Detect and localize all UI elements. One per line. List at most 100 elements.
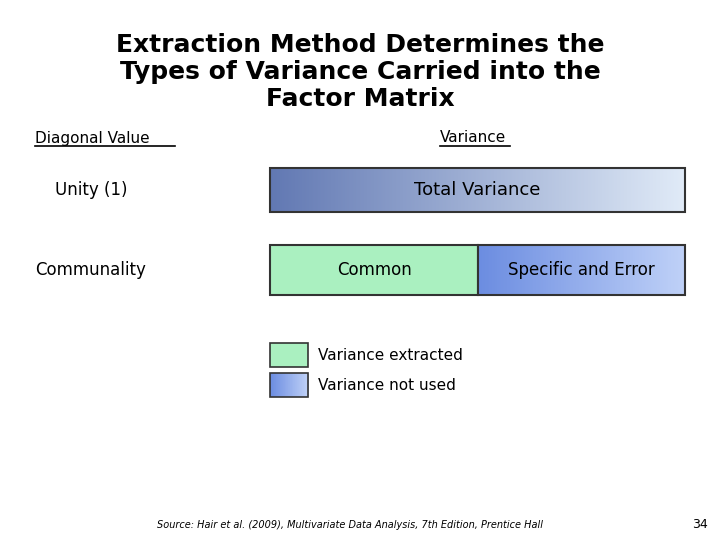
- Bar: [606, 245, 608, 295]
- Bar: [345, 168, 347, 212]
- Bar: [603, 168, 606, 212]
- Bar: [498, 245, 500, 295]
- Bar: [280, 373, 282, 397]
- Bar: [346, 168, 348, 212]
- Bar: [299, 168, 301, 212]
- Bar: [650, 168, 652, 212]
- Bar: [422, 168, 424, 212]
- Bar: [437, 168, 440, 212]
- Bar: [438, 168, 441, 212]
- Bar: [624, 168, 626, 212]
- Bar: [681, 245, 683, 295]
- Bar: [627, 168, 629, 212]
- Bar: [620, 168, 622, 212]
- Bar: [487, 245, 490, 295]
- Bar: [377, 168, 379, 212]
- Bar: [560, 168, 563, 212]
- Bar: [323, 168, 325, 212]
- Bar: [635, 168, 637, 212]
- Bar: [605, 245, 607, 295]
- Bar: [369, 168, 372, 212]
- Bar: [527, 168, 529, 212]
- Bar: [654, 245, 657, 295]
- Bar: [281, 373, 282, 397]
- Bar: [486, 245, 488, 295]
- Bar: [509, 168, 511, 212]
- Bar: [306, 373, 307, 397]
- Bar: [557, 168, 559, 212]
- Bar: [487, 168, 490, 212]
- Bar: [623, 168, 625, 212]
- Bar: [617, 245, 619, 295]
- Bar: [652, 245, 654, 295]
- Bar: [534, 168, 536, 212]
- Bar: [648, 245, 650, 295]
- Bar: [492, 168, 495, 212]
- Bar: [282, 373, 283, 397]
- Bar: [513, 245, 515, 295]
- Bar: [639, 168, 642, 212]
- Bar: [335, 168, 337, 212]
- Bar: [518, 168, 520, 212]
- Bar: [580, 168, 582, 212]
- Bar: [417, 168, 419, 212]
- Bar: [639, 245, 642, 295]
- Bar: [276, 168, 278, 212]
- Bar: [598, 168, 600, 212]
- Bar: [678, 168, 680, 212]
- Bar: [649, 168, 651, 212]
- Bar: [662, 245, 664, 295]
- Bar: [599, 168, 601, 212]
- Bar: [570, 168, 572, 212]
- Bar: [594, 245, 596, 295]
- Bar: [596, 168, 598, 212]
- Bar: [511, 245, 513, 295]
- Bar: [588, 168, 590, 212]
- Bar: [472, 168, 474, 212]
- Bar: [302, 373, 303, 397]
- Bar: [507, 168, 509, 212]
- Bar: [474, 168, 477, 212]
- Bar: [539, 168, 541, 212]
- Bar: [297, 168, 299, 212]
- Bar: [467, 168, 469, 212]
- Bar: [522, 245, 524, 295]
- Bar: [291, 373, 292, 397]
- Bar: [294, 168, 296, 212]
- Bar: [597, 245, 599, 295]
- Bar: [462, 168, 464, 212]
- Bar: [674, 168, 676, 212]
- Bar: [292, 168, 294, 212]
- Bar: [305, 373, 307, 397]
- Bar: [351, 168, 354, 212]
- Bar: [301, 373, 302, 397]
- Text: Total Variance: Total Variance: [414, 181, 541, 199]
- Bar: [541, 168, 544, 212]
- Bar: [541, 245, 544, 295]
- Bar: [270, 245, 478, 295]
- Bar: [485, 168, 487, 212]
- Bar: [611, 245, 613, 295]
- Bar: [591, 168, 593, 212]
- Bar: [644, 168, 646, 212]
- Bar: [510, 168, 513, 212]
- Bar: [525, 168, 527, 212]
- Bar: [485, 245, 487, 295]
- Bar: [395, 168, 397, 212]
- Bar: [300, 373, 301, 397]
- Bar: [680, 245, 682, 295]
- Bar: [482, 245, 485, 295]
- Bar: [270, 373, 308, 397]
- Bar: [276, 373, 277, 397]
- Bar: [680, 168, 682, 212]
- Bar: [588, 245, 590, 295]
- Bar: [304, 373, 305, 397]
- Text: Source: Hair et al. (2009), Multivariate Data Analysis, 7th Edition, Prentice Ha: Source: Hair et al. (2009), Multivariate…: [157, 520, 543, 530]
- Bar: [366, 168, 368, 212]
- Bar: [633, 245, 635, 295]
- Bar: [670, 245, 672, 295]
- Bar: [600, 245, 602, 295]
- Bar: [594, 168, 596, 212]
- Bar: [296, 373, 297, 397]
- Bar: [573, 245, 575, 295]
